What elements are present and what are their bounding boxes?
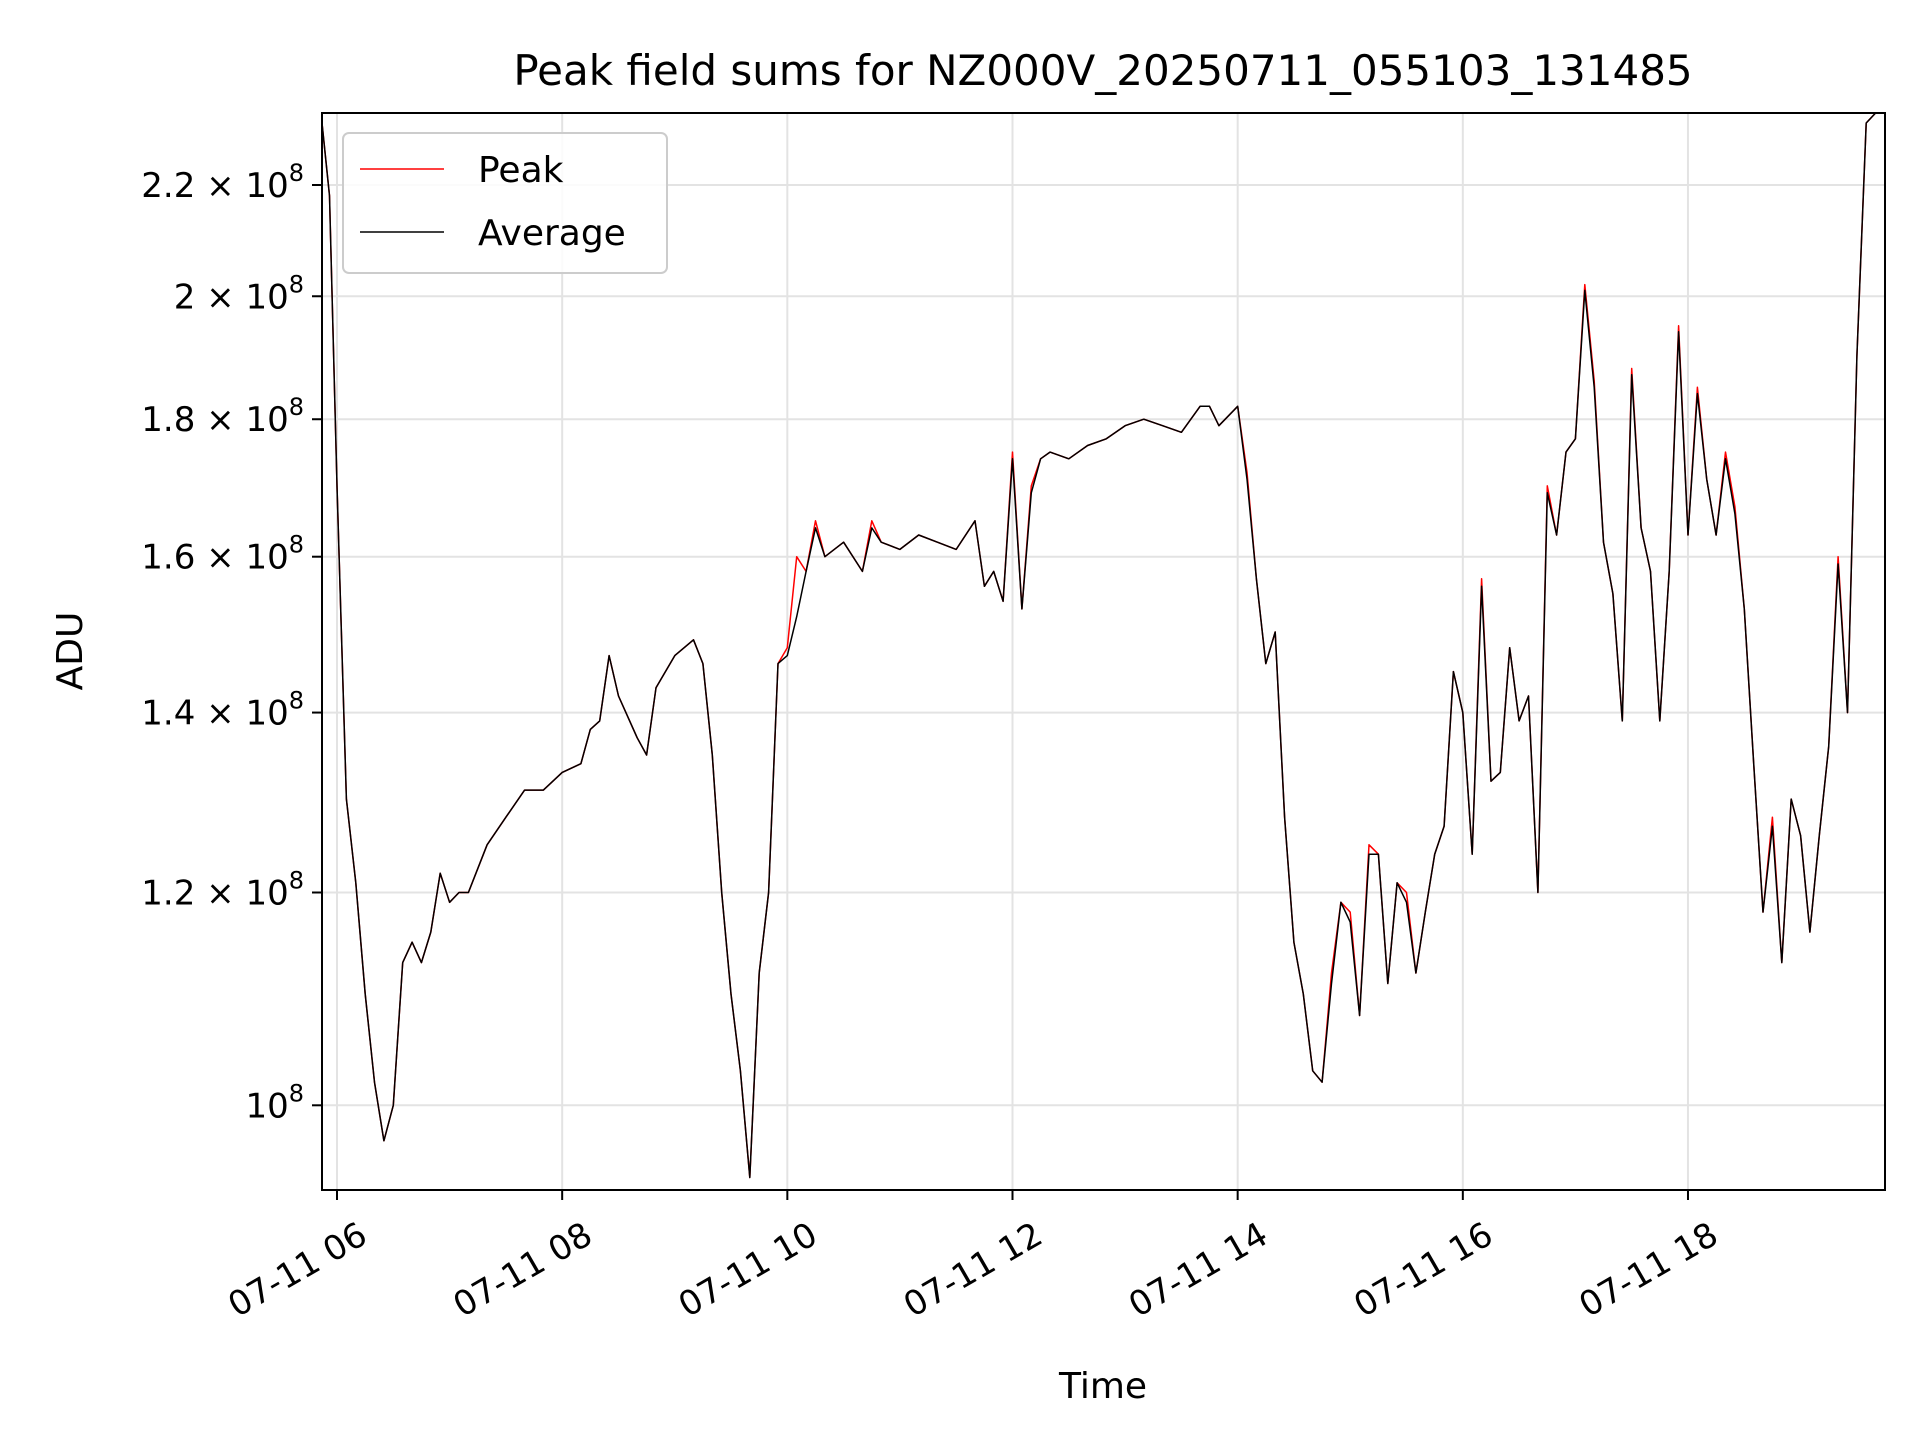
y-tick-label: 1.4 × 108 <box>141 687 304 734</box>
y-tick-label: 1.2 × 108 <box>141 866 304 913</box>
chart-title: Peak field sums for NZ000V_20250711_0551… <box>513 46 1692 95</box>
legend: Peak Average <box>343 133 667 273</box>
y-tick-label: 2 × 108 <box>174 270 304 317</box>
legend-label-average: Average <box>478 213 626 254</box>
legend-label-peak: Peak <box>478 150 564 191</box>
x-axis-label: Time <box>1058 1366 1147 1407</box>
y-tick-label: 1.6 × 108 <box>141 531 304 578</box>
y-tick-label: 2.2 × 108 <box>141 159 304 206</box>
y-tick-label: 1.8 × 108 <box>141 393 304 440</box>
y-axis-label: ADU <box>50 612 91 691</box>
